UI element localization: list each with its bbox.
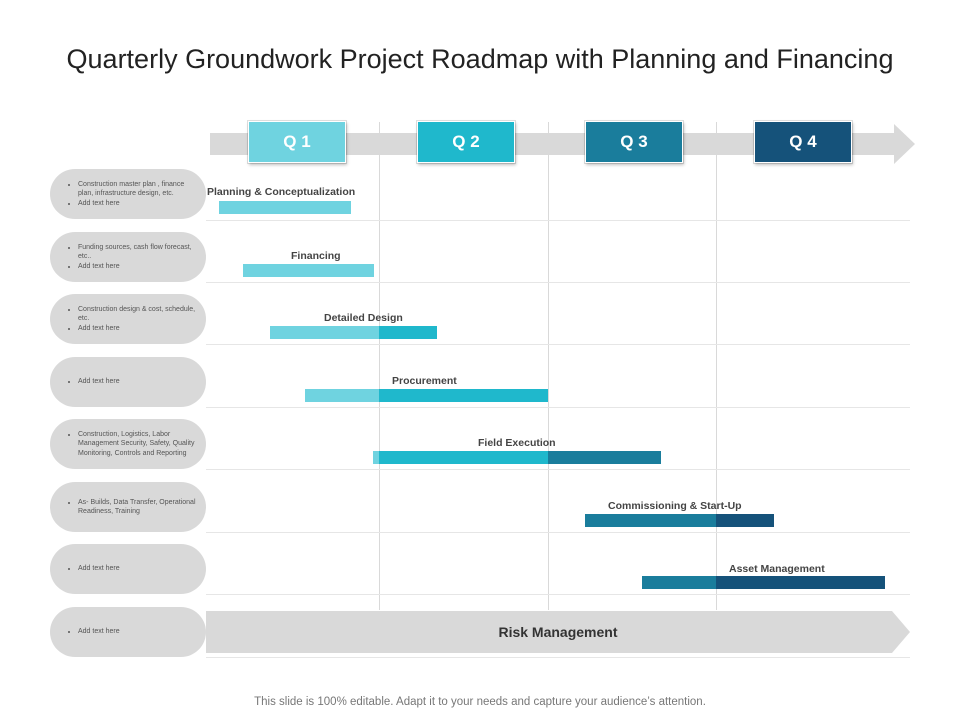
row-note: Construction master plan , finance plan,… [78,180,196,199]
quarter-q4: Q 4 [754,121,852,163]
task-bar-segment [585,514,717,527]
row-note: Add text here [78,377,120,387]
row-note: Add text here [78,564,120,574]
row-note-pill: Funding sources, cash flow forecast, etc… [50,232,206,282]
task-bar-segment [305,389,380,402]
risk-management-label: Risk Management [498,624,618,640]
row-note-pill: As- Builds, Data Transfer, Operational R… [50,482,206,532]
quarter-q1: Q 1 [248,121,346,163]
task-bar-segment [379,389,548,402]
task-label: Detailed Design [324,312,403,324]
quarter-divider [716,122,717,610]
quarter-q3: Q 3 [585,121,683,163]
task-bar-segment [372,451,380,464]
task-bar [243,264,375,277]
row-note: Construction, Logistics, Labor Managemen… [78,430,196,459]
task-label: Asset Management [729,563,825,575]
quarter-divider [548,122,549,610]
footer-note: This slide is 100% editable. Adapt it to… [254,696,706,708]
row-separator [206,532,910,533]
quarter-divider [379,122,380,610]
task-bar-segment [379,451,548,464]
task-label: Financing [291,250,341,262]
task-bar [305,389,548,402]
task-label: Procurement [392,375,457,387]
row-note-pill: Construction master plan , finance plan,… [50,169,206,219]
row-note: Construction design & cost, schedule, et… [78,305,196,324]
row-separator [206,344,910,345]
row-separator [206,657,910,658]
task-bar [642,576,885,589]
task-label: Field Execution [478,437,556,449]
task-bar-segment [269,326,380,339]
row-note: As- Builds, Data Transfer, Operational R… [78,498,196,517]
task-bar [372,451,661,464]
row-separator [206,469,910,470]
row-separator [206,220,910,221]
risk-management-arrow [206,611,910,653]
row-separator [206,407,910,408]
task-bar-segment [379,326,437,339]
row-note: Add text here [78,627,120,637]
task-bar-segment [547,451,661,464]
task-bar-segment [642,576,717,589]
slide-title: Quarterly Groundwork Project Roadmap wit… [66,44,894,74]
row-note: Funding sources, cash flow forecast, etc… [78,243,196,262]
row-separator [206,594,910,595]
task-label: Planning & Conceptualization [207,186,356,198]
task-bar-segment [716,576,885,589]
task-label: Commissioning & Start-Up [608,500,742,512]
task-bar [219,201,351,214]
row-note-pill: Add text here [50,544,206,594]
row-note-pill: Construction design & cost, schedule, et… [50,294,206,344]
row-separator [206,282,910,283]
row-note: Add text here [78,324,196,334]
row-note-pill: Add text here [50,607,206,657]
quarter-q2: Q 2 [417,121,515,163]
timeline-arrow [210,124,915,164]
task-bar [269,326,437,339]
task-bar [585,514,774,527]
row-note-pill: Add text here [50,357,206,407]
row-note-pill: Construction, Logistics, Labor Managemen… [50,419,206,469]
task-bar-segment [219,201,351,214]
row-note: Add text here [78,262,196,272]
task-bar-segment [716,514,774,527]
row-note: Add text here [78,199,196,209]
task-bar-segment [243,264,375,277]
